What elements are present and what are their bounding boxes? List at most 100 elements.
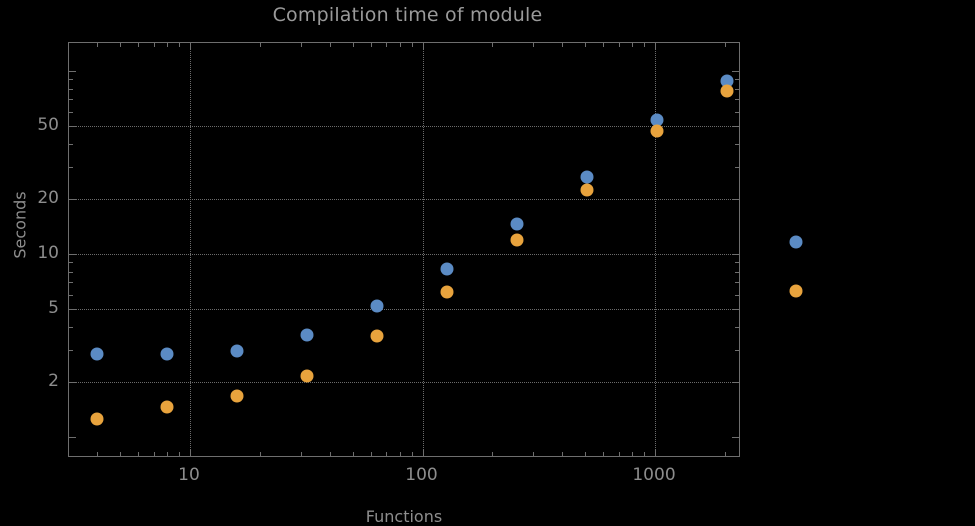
y-tick-right-60 [735, 111, 739, 113]
x-tick-4 [97, 452, 99, 456]
x-tick-top-8 [167, 43, 169, 47]
x-tick-90 [411, 452, 413, 456]
gridline-horizontal-2 [69, 381, 739, 383]
gridline-vertical-10 [190, 43, 191, 456]
x-tick-top-3 [68, 43, 70, 47]
y-tick-100 [69, 71, 76, 72]
data-point-series-blue-16 [230, 344, 244, 358]
y-tick-10 [69, 254, 76, 255]
y-tick-right-7 [735, 282, 739, 284]
y-tick-label-50: 50 [37, 115, 59, 136]
y-tick-right-100 [732, 71, 739, 72]
y-tick-right-8 [735, 271, 739, 273]
x-tick-top-200 [492, 43, 494, 47]
y-tick-right-3 [735, 349, 739, 351]
y-tick-2 [69, 381, 76, 383]
x-tick-600 [603, 452, 605, 456]
x-tick-top-300 [533, 43, 535, 47]
data-point-series-orange-32 [300, 369, 314, 383]
x-tick-top-2000 [724, 43, 726, 47]
y-tick-6 [69, 294, 73, 296]
x-tick-top-80 [399, 43, 401, 47]
y-tick-right-50 [732, 126, 739, 128]
x-tick-label-1000: 1000 [632, 465, 676, 485]
y-tick-40 [69, 143, 73, 145]
x-tick-100 [422, 449, 424, 456]
x-tick-top-70 [386, 43, 388, 47]
y-tick-70 [69, 99, 73, 101]
y-tick-right-90 [735, 79, 739, 81]
y-tick-right-80 [735, 88, 739, 90]
y-tick-label-10: 10 [37, 243, 59, 263]
x-tick-top-1000 [655, 43, 656, 50]
data-point-series-blue-1024 [650, 113, 664, 127]
x-tick-top-40 [329, 43, 331, 47]
data-point-series-blue-4096 [789, 235, 803, 249]
x-tick-500 [585, 452, 586, 456]
y-tick-right-1 [732, 437, 739, 438]
x-tick-top-100 [422, 43, 424, 50]
x-tick-top-9 [179, 43, 181, 47]
x-tick-400 [562, 452, 564, 456]
x-tick-5 [120, 452, 121, 456]
gridline-horizontal-50 [69, 126, 739, 128]
data-point-series-orange-8 [160, 400, 174, 414]
x-tick-top-90 [411, 43, 413, 47]
x-tick-200 [492, 452, 494, 456]
y-tick-label-20: 20 [37, 187, 59, 208]
y-tick-50 [69, 126, 76, 128]
x-tick-60 [370, 452, 372, 456]
y-tick-3 [69, 349, 73, 351]
y-tick-7 [69, 282, 73, 284]
data-point-series-blue-512 [580, 170, 594, 184]
data-point-series-blue-128 [440, 262, 454, 276]
y-axis-label: Seconds [10, 190, 30, 259]
y-tick-60 [69, 111, 73, 113]
y-tick-right-40 [735, 143, 739, 145]
y-tick-right-70 [735, 99, 739, 101]
data-point-series-orange-16 [230, 389, 244, 403]
plot-area [68, 42, 740, 457]
y-tick-9 [69, 262, 73, 264]
data-point-series-orange-2048 [720, 84, 734, 98]
data-point-series-blue-256 [510, 217, 524, 231]
data-point-series-orange-256 [510, 233, 524, 246]
x-tick-70 [386, 452, 388, 456]
y-tick-right-4 [735, 326, 739, 328]
gridline-horizontal-10 [69, 254, 739, 255]
data-point-series-orange-512 [580, 183, 594, 197]
x-tick-700 [618, 452, 620, 456]
x-tick-10 [190, 449, 191, 456]
y-tick-right-30 [735, 166, 739, 168]
y-tick-8 [69, 271, 73, 273]
x-tick-300 [533, 452, 535, 456]
data-point-series-blue-4 [90, 347, 104, 361]
y-tick-right-5 [732, 309, 739, 311]
y-tick-label-5: 5 [48, 298, 59, 319]
x-tick-top-700 [618, 43, 620, 47]
x-tick-top-7 [153, 43, 155, 47]
x-tick-top-900 [644, 43, 646, 47]
x-axis-label: Functions [365, 507, 443, 526]
x-tick-label-10: 10 [178, 465, 200, 485]
x-tick-top-400 [562, 43, 564, 47]
gridline-horizontal-5 [69, 309, 739, 311]
data-point-series-orange-64 [370, 329, 384, 343]
y-tick-right-9 [735, 262, 739, 264]
x-tick-top-800 [632, 43, 634, 47]
x-tick-top-600 [603, 43, 605, 47]
x-tick-20 [259, 452, 261, 456]
y-tick-right-10 [732, 254, 739, 255]
data-point-series-blue-64 [370, 299, 384, 313]
x-tick-top-60 [370, 43, 372, 47]
x-tick-top-4 [97, 43, 99, 47]
y-tick-30 [69, 166, 73, 168]
x-tick-9 [179, 452, 181, 456]
x-tick-top-6 [138, 43, 140, 47]
x-tick-top-20 [259, 43, 261, 47]
y-tick-20 [69, 198, 76, 200]
data-point-series-blue-8 [160, 347, 174, 361]
gridline-vertical-100 [422, 43, 424, 456]
gridline-vertical-1000 [655, 43, 656, 456]
